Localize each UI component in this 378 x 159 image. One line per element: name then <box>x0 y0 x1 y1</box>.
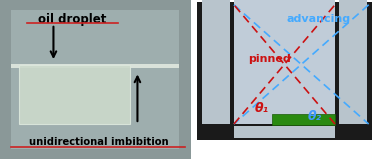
Text: θ₂: θ₂ <box>307 110 321 123</box>
Bar <box>272 114 335 125</box>
Bar <box>339 0 367 124</box>
Bar <box>234 126 335 138</box>
Text: unidirectional imbibition: unidirectional imbibition <box>29 137 169 146</box>
Text: pinned: pinned <box>248 54 291 64</box>
Text: advancing: advancing <box>286 14 350 24</box>
Bar <box>335 2 372 140</box>
Bar <box>11 10 180 149</box>
Bar <box>19 65 130 124</box>
Bar <box>202 0 230 124</box>
Bar <box>197 2 234 140</box>
Bar <box>197 124 372 140</box>
Bar <box>234 0 335 124</box>
Text: θ₁: θ₁ <box>255 102 269 115</box>
Text: oil droplet: oil droplet <box>38 13 107 26</box>
Bar <box>11 64 180 68</box>
